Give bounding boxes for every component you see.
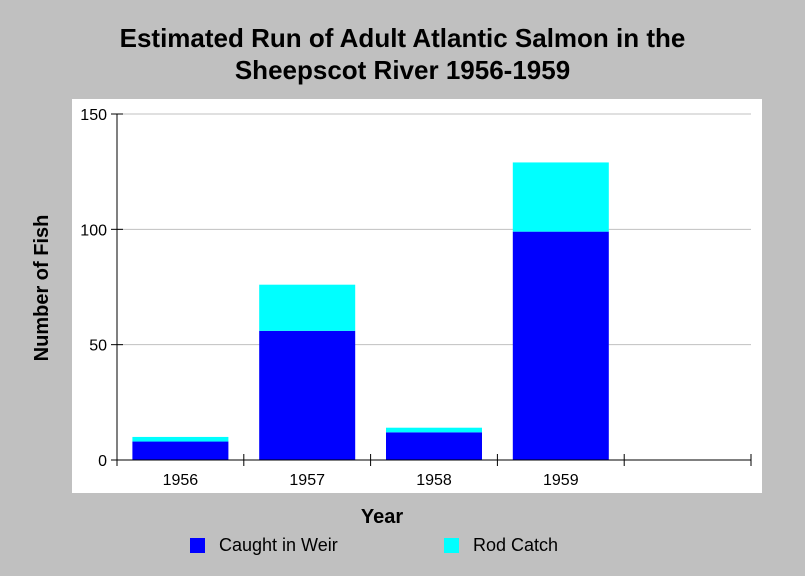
legend-item-weir: Caught in Weir: [190, 535, 338, 555]
bar-weir-1959: [512, 231, 609, 460]
bar-weir-1958: [386, 432, 482, 460]
y-axis-label: Number of Fish: [31, 215, 53, 362]
x-tick-label-1957: 1957: [289, 472, 325, 489]
x-axis-label: Year: [361, 506, 403, 528]
legend-swatch-weir: [190, 537, 205, 553]
x-tick-label-1959: 1959: [543, 472, 579, 489]
bars: [132, 162, 609, 460]
legend-label-weir: Caught in Weir: [219, 534, 338, 555]
legend-label-rod: Rod Catch: [473, 534, 559, 555]
plot-area: [72, 99, 762, 493]
x-tick-label-1956: 1956: [163, 472, 199, 489]
chart-title-line-2: Sheepscot River 1956-1959: [234, 55, 571, 85]
bar-weir-1957: [259, 330, 356, 460]
gridlines: [117, 113, 751, 346]
y-tick-label-100: 100: [80, 222, 107, 239]
bar-rod-1956: [132, 436, 229, 442]
chart-title: Estimated Run of Adult Atlantic Salmon i…: [0, 22, 805, 86]
bar-rod-1957: [259, 284, 356, 331]
legend-swatch-rod: [444, 537, 459, 553]
y-tick-label-0: 0: [98, 453, 107, 470]
y-tick-label-150: 150: [80, 107, 107, 124]
chart-title-line-1: Estimated Run of Adult Atlantic Salmon i…: [119, 23, 686, 53]
legend-item-rod: Rod Catch: [444, 535, 558, 555]
axes: 0 50 100 150 1956 1957 1958 1959: [80, 107, 752, 489]
bar-rod-1959: [512, 162, 609, 232]
bar-weir-1956: [132, 441, 229, 460]
bar-rod-1958: [386, 427, 482, 433]
y-tick-label-50: 50: [89, 338, 107, 355]
x-tick-label-1958: 1958: [416, 472, 452, 489]
